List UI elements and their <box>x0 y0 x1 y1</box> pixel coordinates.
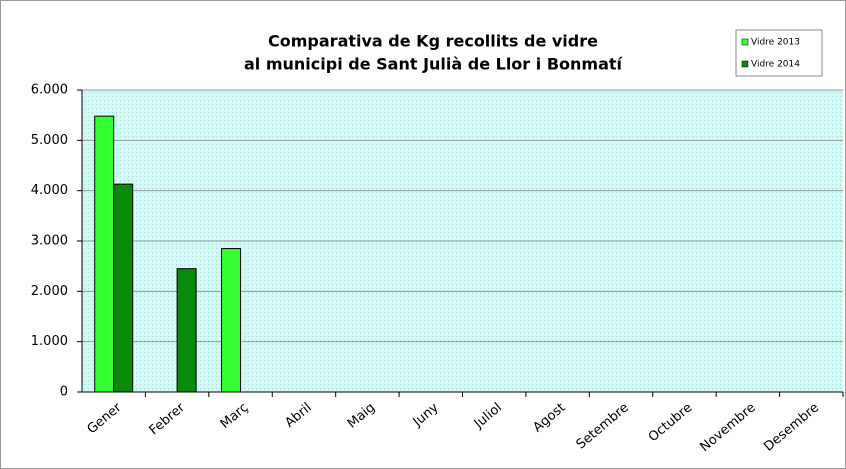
y-tick-label: 5.000 <box>31 133 68 148</box>
bar <box>94 115 115 393</box>
legend-swatch <box>741 60 749 68</box>
y-tick-label: 0 <box>60 385 68 400</box>
chart-title: Comparativa de Kg recollits de vidre <box>268 32 598 51</box>
legend-label: Vidre 2014 <box>751 60 800 70</box>
legend-label: Vidre 2013 <box>751 38 800 48</box>
bar <box>113 183 134 393</box>
y-tick-label: 6.000 <box>31 83 68 98</box>
y-tick-label: 4.000 <box>31 183 68 198</box>
y-tick-label: 2.000 <box>31 284 68 299</box>
legend-box <box>735 29 823 77</box>
y-tick-label: 3.000 <box>31 234 68 249</box>
bar <box>221 248 242 393</box>
y-tick-label: 1.000 <box>31 334 68 349</box>
chart-title: al municipi de Sant Julià de Llor i Bonm… <box>244 55 624 74</box>
bar <box>176 268 197 393</box>
legend-swatch <box>741 38 749 46</box>
